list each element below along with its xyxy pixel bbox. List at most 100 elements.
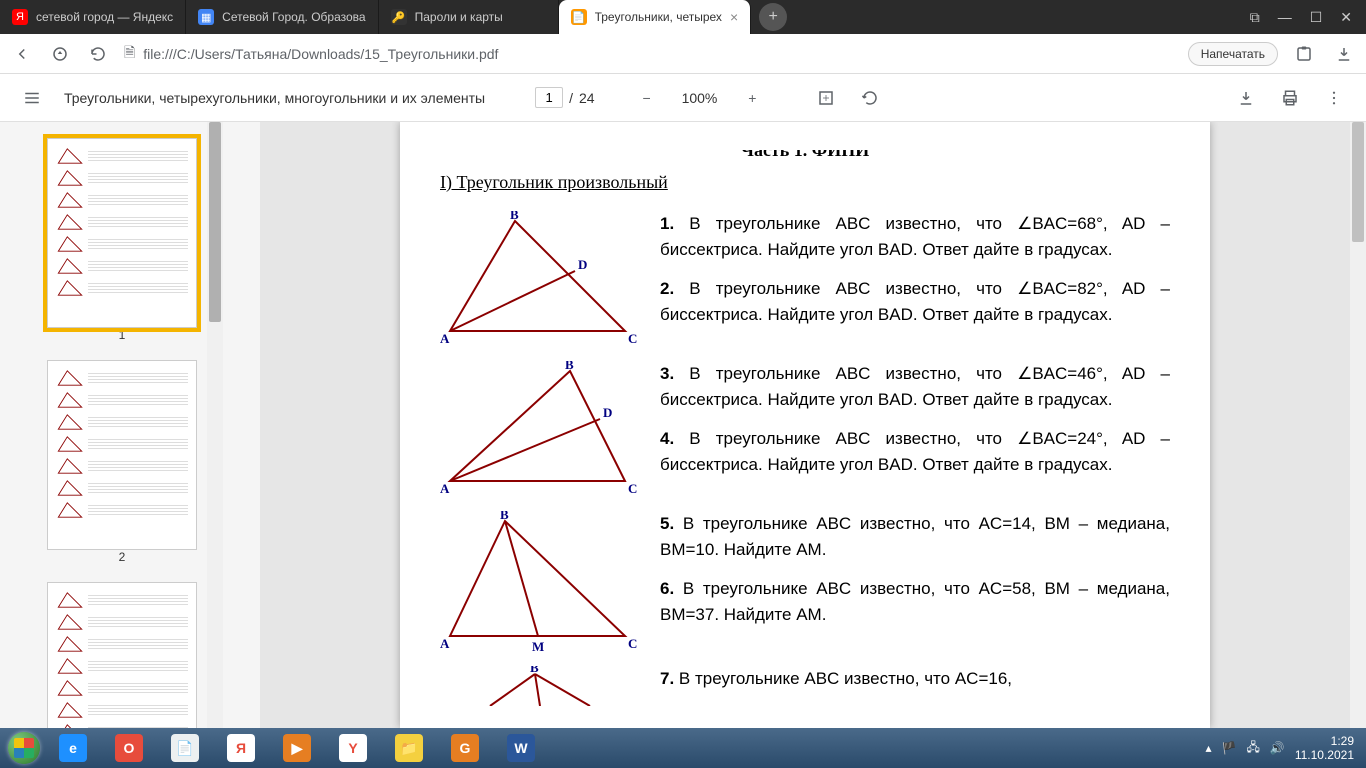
windows-logo-icon [8,732,40,764]
page-area[interactable]: Часть 1. ФИПИ I) Треугольник произвольны… [260,122,1350,728]
svg-text:C: C [628,481,637,496]
home-button[interactable] [48,42,72,66]
tray-network-icon[interactable]: 🖧 [1246,738,1259,759]
minimize-button[interactable]: — [1278,9,1292,25]
taskbar-item-ybrowser[interactable]: Y [326,730,380,766]
taskbar-item-yandex[interactable]: Я [214,730,268,766]
more-button[interactable] [1322,86,1346,110]
system-tray[interactable]: ▴ 🏴 🖧 🔊 1:29 11.10.2021 [1198,734,1363,763]
notes-icon: 📄 [171,734,199,762]
favicon-icon: Я [12,9,28,25]
tab-title: Пароли и карты [415,10,546,24]
thumbnail-number: 2 [47,550,197,564]
svg-text:C: C [628,636,637,651]
pdf-paging: / 24 [535,87,594,108]
start-button[interactable] [4,730,44,766]
fit-page-button[interactable] [814,86,838,110]
word-icon: W [507,734,535,762]
svg-text:A: A [440,481,450,496]
thumbnail-2[interactable] [47,360,197,550]
thumbnail-3[interactable] [47,582,197,728]
close-tab-button[interactable]: × [730,9,738,25]
favicon-icon: ▦ [198,9,214,25]
problem-5: 5. В треугольнике ABC известно, что AC=1… [660,511,1170,562]
section-title: I) Треугольник произвольный [440,172,1170,193]
page-input[interactable] [535,87,563,108]
taskbar-item-notes[interactable]: 📄 [158,730,212,766]
problem-2: 2. В треугольнике ABC известно, что ∠BAC… [660,276,1170,327]
problem-7: 7. В треугольнике ABC известно, что AC=1… [660,666,1170,692]
favicon-icon: 🔑 [391,9,407,25]
svg-text:M: M [532,639,544,654]
taskbar: eO 📄 Я▶ Y 📁 GW ▴ 🏴 🖧 🔊 1:29 11.10.2021 [0,728,1366,768]
pdf-zoom-controls: − 100% + [635,86,765,110]
svg-text:D: D [603,405,612,420]
svg-text:B: B [510,211,519,222]
thumbnail-panel: 123 [0,122,260,728]
taskbar-item-foxit[interactable]: G [438,730,492,766]
foxit-icon: G [451,734,479,762]
pdf-viewer: 123 Часть 1. ФИПИ I) Треугольник произво… [0,122,1366,728]
taskbar-item-explorer[interactable]: 📁 [382,730,436,766]
back-button[interactable] [10,42,34,66]
favicon-icon: 📄 [571,9,587,25]
triangle-median: A B C M [440,511,640,656]
ybrowser-icon: Y [339,734,367,762]
tray-up-icon[interactable]: ▴ [1206,741,1212,755]
tray-flag-icon[interactable]: 🏴 [1222,741,1237,755]
ie-icon: e [59,734,87,762]
thumbnail-scrollbar[interactable] [207,122,223,728]
new-tab-button[interactable]: + [759,3,787,31]
svg-text:C: C [628,331,637,346]
zoom-in-button[interactable]: + [740,86,764,110]
triangle-bisector-1: A B C D [440,211,640,351]
triangle-partial: B [440,666,640,706]
url-display[interactable]: 🗎 file:///C:/Users/Татьяна/Downloads/15_… [124,42,1174,66]
file-icon: 🗎 [124,42,135,66]
downloads-button[interactable] [1332,42,1356,66]
print-pdf-button[interactable] [1278,86,1302,110]
svg-text:B: B [565,361,574,372]
collapse-tabs-icon[interactable]: ⧉ [1250,9,1260,26]
address-bar: 🗎 file:///C:/Users/Татьяна/Downloads/15_… [0,34,1366,74]
menu-button[interactable] [20,86,44,110]
reload-button[interactable] [86,42,110,66]
taskbar-item-ie[interactable]: e [46,730,100,766]
tray-clock[interactable]: 1:29 11.10.2021 [1295,734,1354,763]
rotate-button[interactable] [858,86,882,110]
cut-header: Часть 1. ФИПИ [440,150,1170,162]
pdf-title: Треугольники, четырехугольники, многоуго… [64,90,485,106]
thumbnail-number: 1 [47,328,197,342]
svg-text:B: B [500,511,509,522]
taskbar-item-word[interactable]: W [494,730,548,766]
zoom-out-button[interactable]: − [635,86,659,110]
tab-title: сетевой город — Яндекс [36,10,173,24]
problem-3: 3. В треугольнике ABC известно, что ∠BAC… [660,361,1170,412]
thumbnail-1[interactable] [47,138,197,328]
tab-title: Треугольники, четырех [595,10,722,24]
zoom-level[interactable]: 100% [675,87,725,109]
extensions-button[interactable] [1292,42,1316,66]
opera-icon: O [115,734,143,762]
maximize-button[interactable]: ☐ [1310,9,1323,26]
pdf-toolbar: Треугольники, четырехугольники, многоуго… [0,74,1366,122]
close-window-button[interactable]: ✕ [1340,9,1352,26]
tab-2[interactable]: 🔑 Пароли и карты [379,0,559,34]
page-total: 24 [579,90,595,106]
svg-text:A: A [440,636,450,651]
page-scrollbar[interactable] [1350,122,1366,728]
tab-3[interactable]: 📄 Треугольники, четырех × [559,0,752,34]
tab-1[interactable]: ▦ Сетевой Город. Образова [186,0,378,34]
tray-volume-icon[interactable]: 🔊 [1270,741,1285,755]
download-button[interactable] [1234,86,1258,110]
taskbar-item-media[interactable]: ▶ [270,730,324,766]
tab-0[interactable]: Я сетевой город — Яндекс [0,0,186,34]
svg-text:D: D [578,257,587,272]
taskbar-item-opera[interactable]: O [102,730,156,766]
triangle-bisector-2: A B C D [440,361,640,501]
pdf-page: Часть 1. ФИПИ I) Треугольник произвольны… [400,122,1210,728]
tab-title: Сетевой Город. Образова [222,10,365,24]
problem-4: 4. В треугольнике ABC известно, что ∠BAC… [660,426,1170,477]
print-button[interactable]: Напечатать [1188,42,1278,66]
problem-1: 1. В треугольнике ABC известно, что ∠BAC… [660,211,1170,262]
